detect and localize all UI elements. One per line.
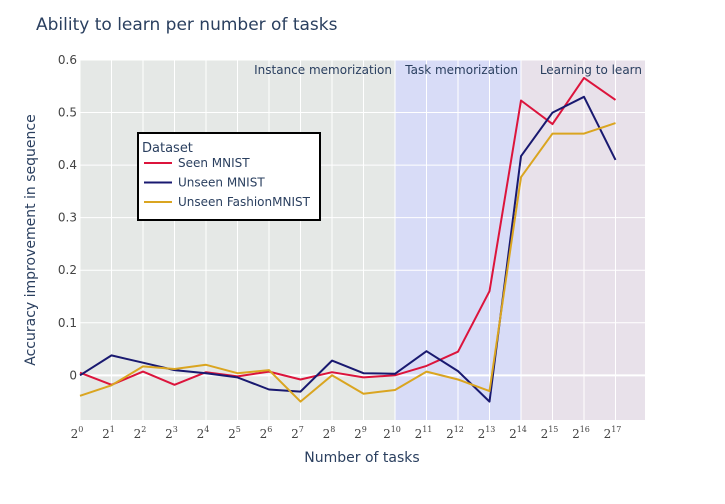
x-tick-label: 27 bbox=[291, 425, 304, 441]
x-tick-label: 216 bbox=[572, 425, 590, 441]
region-label: Task memorization bbox=[404, 63, 518, 77]
y-tick-label: 0.3 bbox=[58, 211, 77, 225]
legend-label: Seen MNIST bbox=[178, 156, 250, 170]
y-tick-label: 0.5 bbox=[58, 106, 77, 120]
region-labels: Instance memorization Task memorization Le… bbox=[254, 63, 642, 77]
x-tick-label: 29 bbox=[354, 425, 367, 441]
x-tick-label: 211 bbox=[415, 425, 433, 441]
legend-box bbox=[137, 132, 321, 221]
x-tick-label: 22 bbox=[134, 425, 147, 441]
x-tick-label: 210 bbox=[383, 425, 401, 441]
legend-label: Unseen FashionMNIST bbox=[178, 195, 311, 209]
series-lines bbox=[79, 76, 617, 403]
x-tick-label: 28 bbox=[323, 425, 336, 441]
x-tick-label: 213 bbox=[478, 425, 496, 441]
x-tick-label: 217 bbox=[604, 425, 622, 441]
region-label: Learning to learn bbox=[540, 63, 642, 77]
gridlines bbox=[79, 59, 645, 420]
x-tick-label: 23 bbox=[165, 425, 178, 441]
x-axis-title: Number of tasks bbox=[304, 450, 419, 466]
x-tick-label: 212 bbox=[446, 425, 464, 441]
x-tick-label: 21 bbox=[102, 425, 115, 441]
series-line bbox=[79, 76, 617, 386]
region-label: Instance memorization bbox=[254, 63, 392, 77]
x-axis-ticks: 20 21 22 23 24 25 26 27 28 29 210 211 212 213 214 215 21… bbox=[71, 425, 622, 441]
x-tick-label: 214 bbox=[509, 425, 527, 441]
legend-title: Dataset bbox=[142, 141, 193, 156]
x-tick-label: 24 bbox=[197, 425, 210, 441]
legend-label: Unseen MNIST bbox=[178, 176, 265, 190]
x-tick-label: 25 bbox=[228, 425, 241, 441]
y-axis-title: Accuracy improvement in sequence bbox=[23, 114, 39, 365]
y-tick-label: 0.1 bbox=[58, 316, 77, 330]
y-tick-label: 0.2 bbox=[58, 263, 77, 277]
chart-title: Ability to learn per number of tasks bbox=[36, 15, 338, 35]
y-tick-label: 0.6 bbox=[58, 53, 77, 67]
region-band bbox=[521, 60, 645, 420]
y-axis-ticks: 0 0.1 0.2 0.3 0.4 0.5 0.6 bbox=[58, 53, 77, 382]
legend-items: Seen MNIST Unseen MNIST Unseen FashionMNIS… bbox=[144, 156, 311, 209]
x-tick-label: 215 bbox=[541, 425, 559, 441]
series-line bbox=[79, 122, 616, 403]
x-tick-label: 26 bbox=[260, 425, 273, 441]
legend: Dataset Seen MNIST Unseen MNIST Unseen Fas… bbox=[137, 132, 321, 221]
y-tick-label: 0.4 bbox=[58, 158, 77, 172]
x-tick-label: 20 bbox=[71, 425, 84, 441]
y-tick-label: 0 bbox=[69, 368, 77, 382]
